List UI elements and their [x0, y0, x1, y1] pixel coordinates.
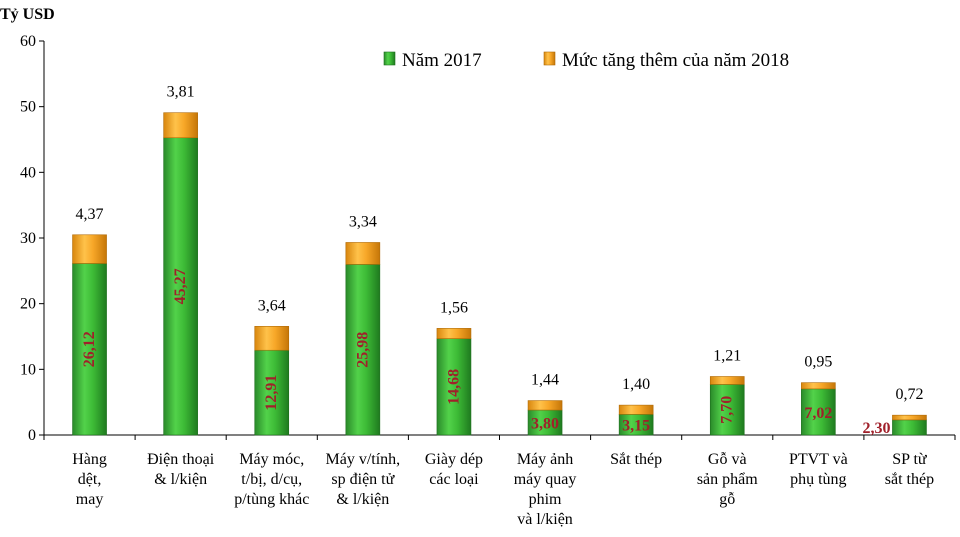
data-label-2017: 45,27	[172, 268, 189, 304]
y-tick-label: 20	[20, 296, 36, 313]
legend-swatch-2017	[383, 51, 396, 66]
y-tick-label: 40	[20, 164, 36, 181]
legend-label-2017: Năm 2017	[402, 50, 482, 71]
category-label-line: Sắt thép	[610, 451, 662, 468]
category-label-line: phụ tùng	[790, 471, 846, 488]
category-label-line: sản phẩm	[697, 471, 758, 488]
y-axis: 0 10 20 30 40 50 60	[20, 33, 45, 444]
category-label-line: sp điện tử	[331, 471, 395, 488]
bar-2018-increase	[254, 326, 290, 351]
category-label-line: & l/kiện	[336, 491, 389, 508]
category-label-line: Giày dép	[425, 451, 483, 468]
category-label: SP từ sắt thép	[885, 451, 934, 488]
category-label: Hàng dệt, may	[72, 451, 107, 508]
category-label: Sắt thép	[610, 451, 662, 468]
category-label-line: SP từ	[892, 451, 928, 468]
y-tick-label: 50	[20, 99, 36, 116]
data-label-2018-increase: 4,37	[76, 206, 104, 223]
bar-2017	[436, 338, 472, 436]
category-label-line: máy quay	[514, 471, 577, 488]
bar-2018-increase	[892, 414, 927, 421]
category-labels-group: Hàng dệt, may Điện thoại & l/kiện Máy móc, t/b…	[72, 451, 934, 528]
category-label: Máy ảnh máy quay phim và l/kiện	[514, 451, 577, 528]
y-tick-label: 60	[20, 33, 36, 50]
bar-2017	[72, 263, 107, 436]
data-label-2018-increase: 1,21	[713, 347, 741, 364]
bar-2018-increase	[527, 400, 563, 411]
bar-2018-increase	[345, 242, 381, 265]
category-label: Máy v/tính, sp điện tử & l/kiện	[326, 451, 401, 508]
data-label-2018-increase: 1,44	[531, 372, 559, 389]
data-label-2017: 26,12	[81, 331, 98, 367]
data-labels-group: 4,37 26,12 3,81 45,27 3,64 12,91 3,34 25,98 1,56…	[76, 84, 924, 437]
category-label-line: & l/kiện	[154, 471, 207, 488]
category-label-line: Điện thoại	[147, 451, 215, 468]
y-axis-title: Tỷ USD	[0, 6, 55, 23]
category-label-line: dệt,	[78, 471, 102, 488]
category-label-line: Gỗ và	[708, 451, 747, 468]
data-label-2017: 7,02	[804, 405, 832, 422]
x-axis	[43, 434, 956, 440]
data-label-2018-increase: 0,72	[895, 386, 923, 403]
category-label: Gỗ và sản phẩm gỗ	[697, 451, 758, 508]
bar-2018-increase	[801, 382, 836, 390]
y-tick-label: 0	[28, 427, 36, 444]
data-label-2017: 2,30	[862, 420, 890, 437]
category-label-line: sắt thép	[885, 471, 934, 488]
data-label-2017: 3,15	[622, 418, 650, 435]
category-label-line: và l/kiện	[517, 511, 573, 528]
y-tick-label: 10	[20, 361, 36, 378]
bar-2018-increase	[72, 234, 107, 264]
bar-2018-increase	[436, 328, 472, 339]
category-label: Máy móc, t/bị, d/cụ, p/tùng khác	[234, 451, 309, 508]
category-label-line: may	[76, 491, 104, 508]
bar-2017	[709, 384, 745, 436]
category-label-line: Hàng	[72, 451, 107, 468]
bars-group	[72, 112, 927, 436]
category-label-line: phim	[529, 491, 562, 508]
data-label-2018-increase: 3,34	[349, 213, 377, 230]
bar-2018-increase	[709, 376, 745, 385]
category-label: PTVT và phụ tùng	[789, 451, 848, 488]
bar-2017	[254, 349, 290, 436]
data-label-2018-increase: 3,81	[167, 84, 195, 101]
y-tick-label: 30	[20, 230, 36, 247]
bar-2017	[163, 137, 198, 436]
category-label-line: gỗ	[719, 491, 735, 508]
bar-2017	[527, 409, 563, 436]
category-label-line: p/tùng khác	[234, 491, 309, 508]
data-label-2018-increase: 1,40	[622, 376, 650, 393]
data-label-2017: 3,80	[531, 416, 559, 433]
data-label-2017: 7,70	[719, 396, 736, 424]
category-label: Giày dép các loại	[425, 451, 483, 488]
data-label-2017: 25,98	[354, 332, 371, 368]
bar-2017	[345, 264, 381, 436]
data-label-2018-increase: 1,56	[440, 299, 468, 316]
legend-swatch-2018-increase	[543, 51, 556, 66]
category-label: Điện thoại & l/kiện	[147, 451, 215, 488]
category-label-line: Máy móc,	[239, 451, 304, 468]
data-label-2017: 14,68	[445, 369, 462, 405]
legend-label-2018-increase: Mức tăng thêm của năm 2018	[562, 50, 789, 71]
data-label-2017: 12,91	[263, 375, 280, 411]
data-label-2018-increase: 0,95	[804, 354, 832, 371]
bar-2018-increase	[618, 404, 654, 415]
category-label-line: các loại	[429, 471, 479, 488]
category-label-line: Máy v/tính,	[326, 451, 401, 468]
bar-2017	[892, 419, 927, 436]
bar-2017	[801, 388, 836, 436]
legend: Năm 2017 Mức tăng thêm của năm 2018	[383, 50, 789, 71]
data-label-2018-increase: 3,64	[258, 297, 286, 314]
category-label-line: t/bị, d/cụ,	[241, 471, 302, 488]
category-label-line: PTVT và	[789, 451, 848, 468]
category-label-line: Máy ảnh	[517, 451, 573, 468]
bar-2018-increase	[163, 112, 198, 139]
